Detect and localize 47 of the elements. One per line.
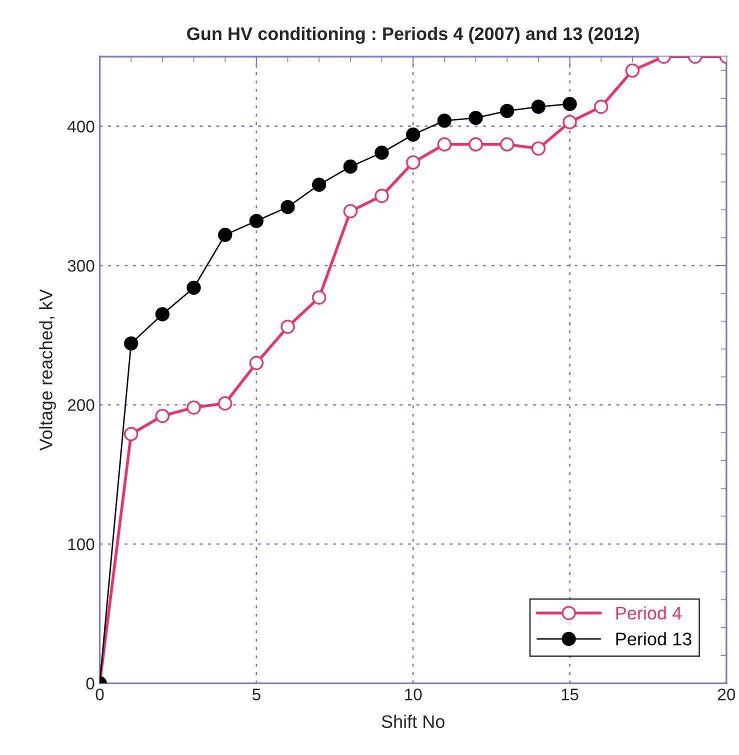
point bbox=[468, 137, 483, 152]
point bbox=[280, 320, 295, 334]
point bbox=[186, 400, 201, 415]
y-tick-label: 400 bbox=[67, 120, 94, 132]
x-tick-label: 5 bbox=[252, 688, 260, 700]
point bbox=[155, 408, 170, 423]
point bbox=[155, 307, 170, 322]
point bbox=[124, 426, 138, 442]
point bbox=[406, 128, 420, 142]
point bbox=[218, 396, 232, 410]
x-tick-label: 20 bbox=[718, 688, 736, 700]
point bbox=[406, 155, 420, 170]
point bbox=[312, 178, 326, 192]
point bbox=[500, 104, 514, 118]
point bbox=[218, 228, 232, 242]
point bbox=[343, 160, 358, 174]
y-tick-label: 100 bbox=[68, 538, 94, 550]
y-tick-label: 0 bbox=[86, 678, 94, 690]
point bbox=[374, 146, 389, 160]
x-tick-label: 15 bbox=[562, 688, 578, 700]
x-axis-title: Shift No bbox=[382, 714, 444, 728]
point bbox=[562, 114, 577, 130]
point bbox=[437, 114, 452, 128]
y-tick-label: 300 bbox=[68, 260, 94, 272]
point bbox=[249, 356, 264, 370]
legend-label: Period 13 bbox=[616, 632, 692, 646]
x-tick-label: 10 bbox=[405, 688, 422, 700]
point bbox=[343, 204, 358, 218]
point bbox=[124, 336, 138, 351]
x-tick-label: 0 bbox=[96, 688, 104, 700]
point bbox=[594, 100, 608, 114]
point bbox=[374, 188, 389, 203]
point bbox=[500, 137, 514, 152]
point bbox=[468, 110, 483, 125]
point bbox=[531, 141, 546, 156]
point bbox=[531, 100, 546, 114]
legend-label: Period 4 bbox=[616, 606, 682, 620]
y-axis-title: Voltage reached, kV bbox=[39, 289, 56, 451]
point bbox=[562, 96, 577, 112]
point bbox=[625, 63, 640, 78]
point bbox=[186, 280, 201, 295]
point bbox=[437, 137, 452, 152]
point bbox=[312, 290, 326, 305]
point bbox=[280, 200, 295, 214]
chart-title: Gun HV conditioning : Periods 4 (2007) and 13 (2012) bbox=[187, 26, 639, 44]
point bbox=[249, 214, 264, 228]
y-tick-label: 200 bbox=[68, 399, 94, 411]
